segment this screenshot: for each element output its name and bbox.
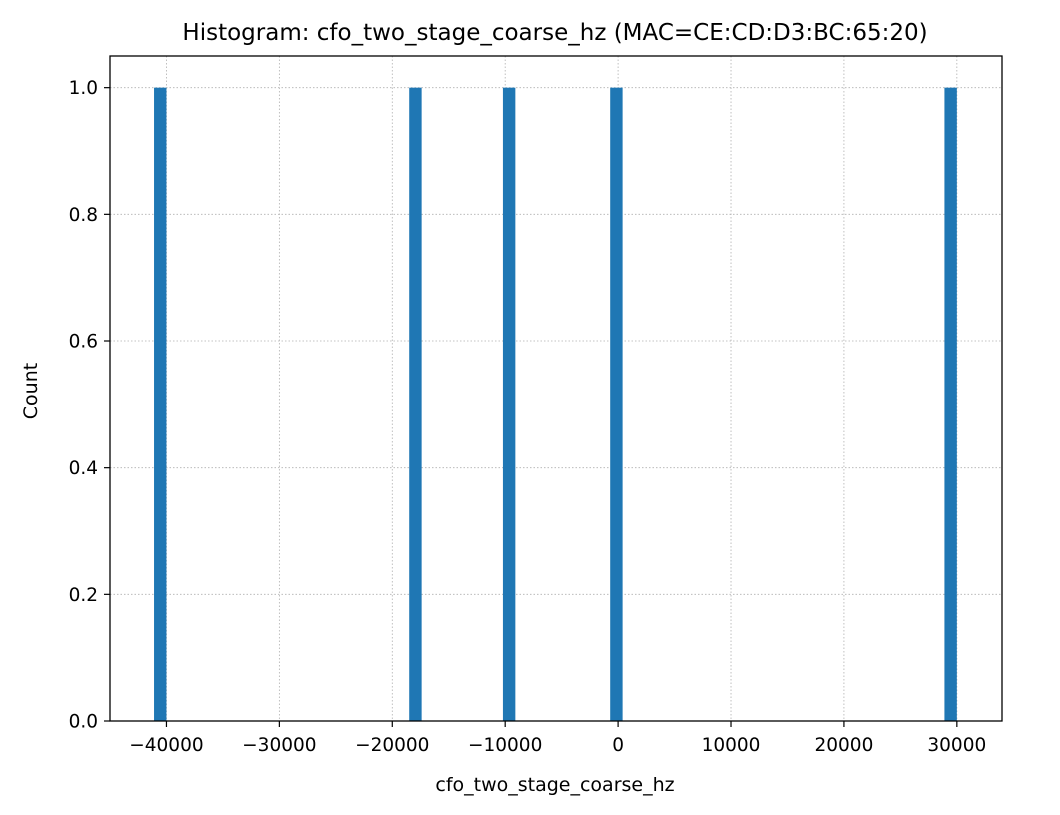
bars	[154, 87, 957, 721]
y-tick-label: 0.2	[69, 585, 98, 606]
x-tick-label: −40000	[129, 735, 203, 756]
x-tick-label: −10000	[468, 735, 542, 756]
y-tick-label: 1.0	[69, 78, 98, 99]
x-axis-ticks: −40000 −30000 −20000 −10000 0 10000 20000 30000	[129, 721, 986, 756]
x-tick-label: −20000	[355, 735, 429, 756]
y-tick-label: 0.4	[69, 458, 98, 479]
y-axis-label: Count	[20, 363, 42, 419]
histogram-bar	[944, 87, 957, 721]
histogram-bar	[154, 87, 167, 721]
y-tick-label: 0.8	[69, 205, 98, 226]
grid	[110, 56, 1002, 722]
histogram-bar	[409, 87, 422, 721]
x-tick-label: 0	[612, 735, 624, 756]
x-tick-label: −30000	[242, 735, 316, 756]
y-tick-label: 0.6	[69, 332, 98, 353]
x-axis-label: cfo_two_stage_coarse_hz	[435, 774, 674, 796]
chart-title: Histogram: cfo_two_stage_coarse_hz (MAC=…	[182, 20, 927, 46]
x-tick-label: 20000	[814, 735, 873, 756]
y-axis-ticks: 0.0 0.2 0.4 0.6 0.8 1.0	[69, 78, 110, 733]
histogram-bar	[610, 87, 623, 721]
y-tick-label: 0.0	[69, 712, 98, 733]
plot-area-frame	[109, 55, 1003, 722]
histogram-bar	[502, 87, 516, 721]
x-tick-label: 30000	[927, 735, 986, 756]
x-tick-label: 10000	[702, 735, 761, 756]
